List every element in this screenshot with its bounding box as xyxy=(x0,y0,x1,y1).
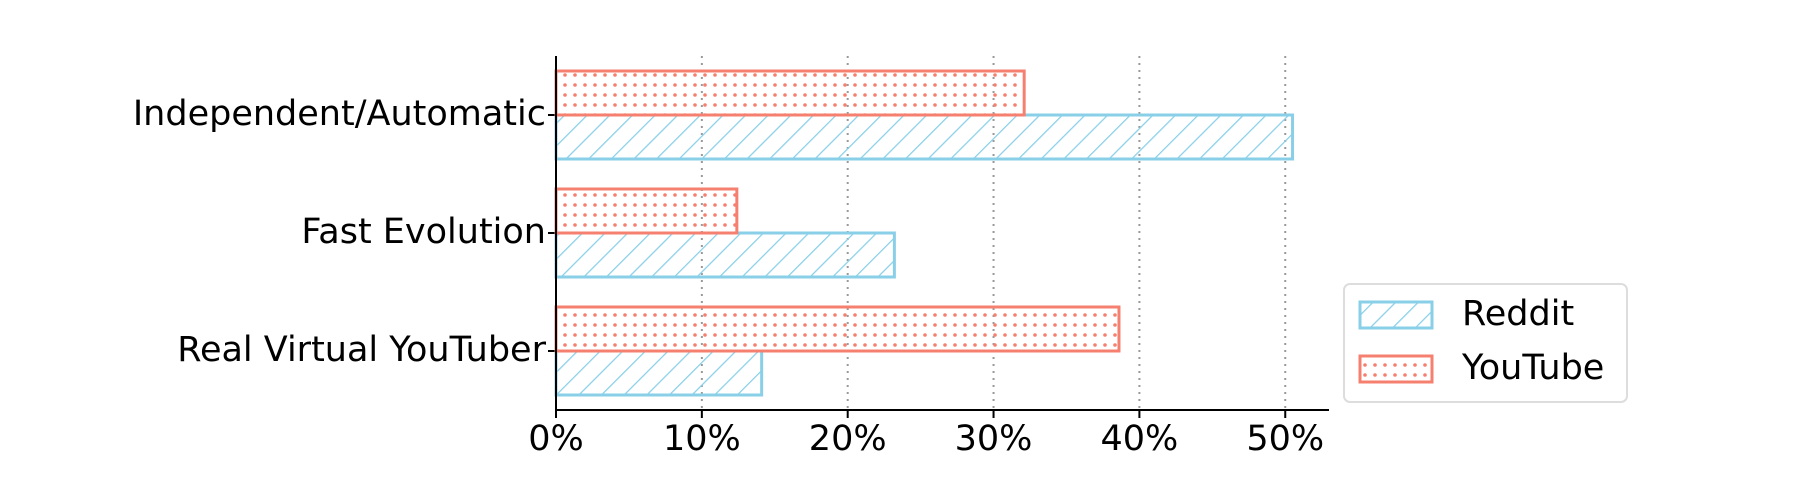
x-tick-label: 10% xyxy=(663,419,741,459)
x-tick-label: 30% xyxy=(955,419,1033,459)
bar xyxy=(554,69,1026,117)
bar xyxy=(554,187,739,235)
x-tick-label: 20% xyxy=(809,419,887,459)
legend-label: Reddit xyxy=(1462,294,1574,334)
legend-swatch xyxy=(1358,300,1434,330)
y-tick-label: Real Virtual YouTuber xyxy=(177,330,546,370)
x-tick-label: 0% xyxy=(528,419,584,459)
legend-swatch xyxy=(1358,354,1434,384)
y-tick-label: Fast Evolution xyxy=(301,212,546,252)
x-tick-label: 50% xyxy=(1246,419,1324,459)
legend-label: YouTube xyxy=(1461,348,1604,388)
bar xyxy=(554,349,764,397)
bar xyxy=(554,231,896,279)
y-tick-label: Independent/Automatic xyxy=(133,94,546,134)
x-tick-label: 40% xyxy=(1100,419,1178,459)
bar xyxy=(554,305,1121,353)
bar xyxy=(554,113,1295,161)
